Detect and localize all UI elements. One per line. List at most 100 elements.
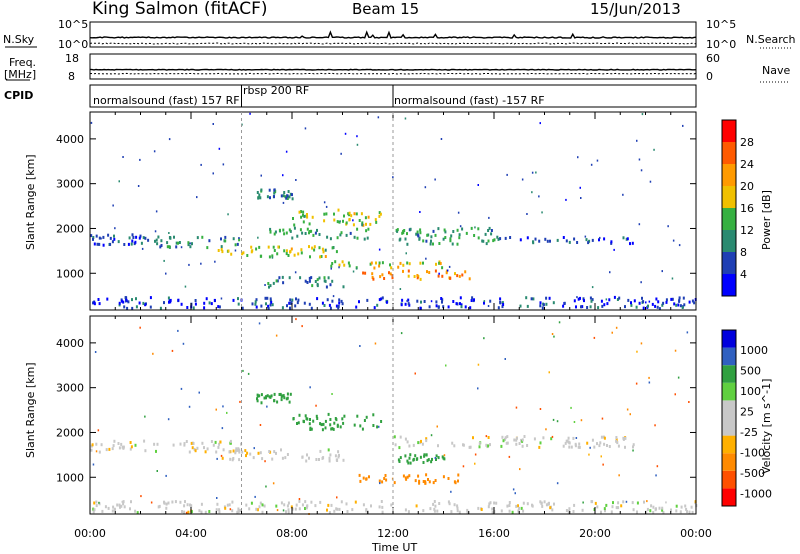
echo-cell [578,445,581,449]
echo-cell [414,372,416,375]
echo-cell [624,436,627,440]
echo-cell [378,264,381,268]
echo-cell [672,239,675,242]
echo-cell [154,239,156,243]
echo-cell [460,303,463,307]
echo-cell [318,246,321,250]
echo-cell [419,277,422,281]
echo-cell [227,249,230,253]
echo-cell [367,227,370,231]
echo-cell [493,238,496,242]
velocity-colorbar-tick: -25 [740,426,758,439]
echo-cell [323,279,326,283]
echo-cell [131,298,133,302]
echo-cell [329,237,332,241]
echo-cell [220,248,223,251]
echo-cell [313,245,316,249]
echo-cell [567,436,570,440]
echo-cell [192,306,195,310]
echo-cell [437,444,439,448]
echo-cell [654,304,657,308]
echo-cell [430,460,433,464]
echo-cell [234,243,237,247]
echo-cell [302,213,304,217]
echo-cell [442,475,445,479]
echo-cell [419,231,422,235]
echo-cell [188,405,191,408]
echo-cell [369,262,372,266]
echo-cell [257,451,260,455]
power-colorbar-swatch [722,142,736,164]
echo-cell [321,301,324,305]
echo-cell [268,450,271,453]
echo-cell [416,457,419,461]
echo-cell [260,174,262,177]
echo-cell [221,427,224,430]
velocity-colorbar-swatch [722,400,736,418]
echo-cell [263,504,266,508]
echo-cell [112,204,114,207]
echo-cell [114,227,116,230]
echo-cell [259,196,262,200]
echo-cell [320,255,323,258]
echo-cell [610,510,613,514]
velocity-panel: 1000 2000 3000 4000 Slant Range [km] [24,315,698,515]
echo-cell [636,350,638,353]
nsearch-tick-bottom: 10^0 [706,38,736,51]
echo-cell [489,299,492,303]
echo-cell [237,510,240,514]
echo-cell [260,304,263,308]
echo-cell [419,261,422,265]
echo-cell [119,505,121,509]
echo-cell [677,376,680,379]
echo-cell [447,477,450,480]
echo-cell [194,302,197,306]
echo-cell [194,299,197,302]
echo-cell [324,419,327,423]
echo-cell [450,234,453,238]
echo-cell [122,500,125,504]
echo-cell [526,236,529,240]
echo-cell [625,237,628,241]
echo-cell [408,456,411,460]
velocity-colorbar-swatch [722,470,736,489]
echo-cell [196,196,198,199]
echo-cell [356,236,359,240]
echo-cell [93,301,96,305]
echo-cell [287,501,290,505]
echo-cell [342,421,345,425]
echo-cell [549,506,552,510]
echo-cell [513,438,516,442]
echo-cell [632,445,634,449]
echo-cell [235,449,237,453]
echo-cell [394,443,397,447]
echo-cell [385,300,388,304]
echo-cell [504,358,506,360]
velocity-colorbar-swatch [722,365,736,383]
echo-cell [90,234,93,238]
echo-cell [438,502,441,505]
echo-cell [435,454,438,458]
velocity-colorbar-label: Velocity [m s^-1] [760,379,773,474]
echo-cell [218,508,221,512]
echo-cell [438,272,440,275]
echo-cell [326,235,329,239]
echo-cell [609,271,611,274]
echo-cell [665,501,667,504]
echo-cell [308,456,310,460]
velocity-colorbar-tick: 100 [740,385,761,398]
echo-cell [93,501,96,505]
velocity-colorbar: 1000 500 100 25 -25 -100 -500 -1000 Velocity [m… [721,329,773,507]
echo-cell [632,449,634,452]
echo-cell [286,194,289,198]
echo-cell [556,482,559,485]
echo-cell [430,235,433,239]
echo-cell [231,500,234,504]
echo-cell [328,303,331,307]
echo-cell [175,245,178,249]
freq-strip: Freq. [MHz] 18 8 60 0 Nave [4,52,790,83]
echo-cell [189,242,191,245]
echo-cell [241,450,244,454]
echo-cell [466,510,469,514]
echo-cell [378,425,380,428]
